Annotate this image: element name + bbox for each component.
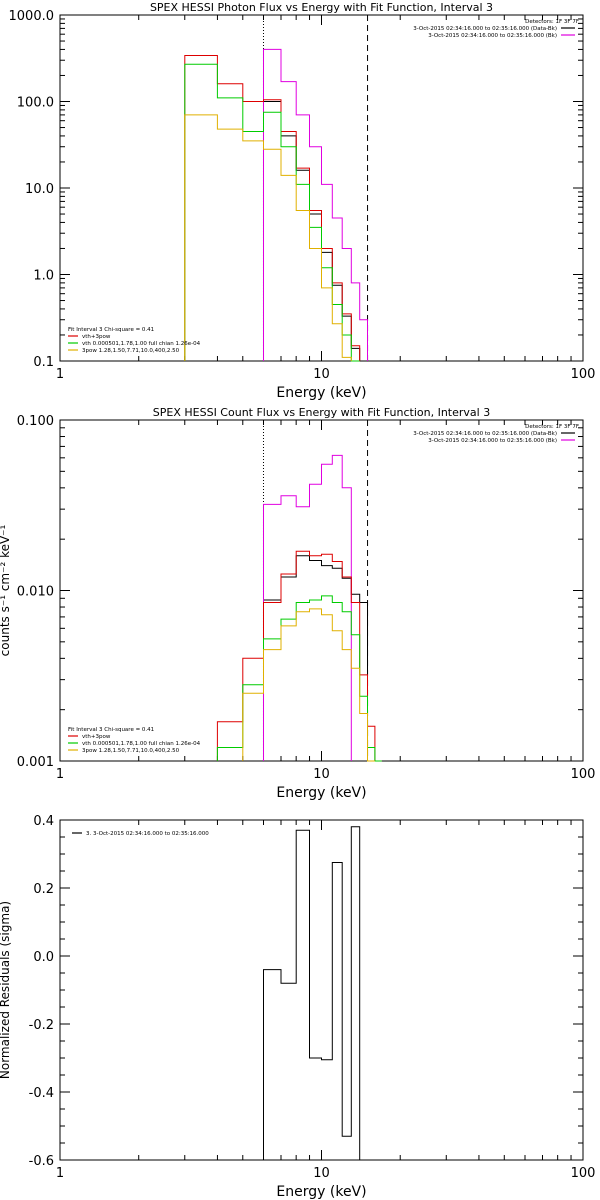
legend-detectors-header: Detectors: 1F 3F 7F bbox=[525, 19, 579, 25]
x-axis-label: Energy (keV) bbox=[276, 785, 366, 801]
legend-fit-header: Fit Interval 3 Chi-square = 0.41 bbox=[68, 727, 154, 733]
plot-frame bbox=[59, 14, 584, 362]
y-tick-label: -0.2 bbox=[29, 1018, 54, 1033]
panel-2: 1 10 100 0.001 0.010 0.100 SPEX HESSI Count Fl… bbox=[0, 406, 595, 801]
legend-entry-label: 3. 3-Oct-2015 02:34:16.000 to 02:35:16.0… bbox=[86, 831, 209, 837]
series-bk-line bbox=[263, 48, 368, 361]
legend-entry-label: 3pow 1.28,1.50,7.71,10.0,400,2.50 bbox=[82, 748, 180, 754]
legend-entry-label: vth+3pow bbox=[82, 734, 111, 740]
series-3pow-line bbox=[184, 114, 352, 361]
y-tick-label: 0.4 bbox=[33, 814, 54, 829]
legend-entry-label: 3-Oct-2015 02:34:16.000 to 02:35:16.000 … bbox=[428, 33, 557, 39]
y-tick-label: 1.0 bbox=[33, 269, 54, 284]
x-tick-label: 1 bbox=[56, 367, 64, 382]
x-tick-label: 1 bbox=[56, 1166, 64, 1181]
y-tick-label: 0.2 bbox=[33, 882, 54, 897]
series-vth-line bbox=[184, 63, 360, 362]
x-axis-label: Energy (keV) bbox=[276, 385, 366, 401]
plot-frame bbox=[59, 819, 584, 1161]
y-tick-label: 100.0 bbox=[17, 96, 54, 111]
legend-fit-header: Fit Interval 3 Chi-square = 0.41 bbox=[68, 327, 154, 333]
panel-1: 1 10 100 0.1 1.0 10.0 100.0 1000.0 SPEX HESSI Ph… bbox=[9, 1, 596, 401]
series-vth-3pow-line bbox=[184, 55, 361, 361]
series-vth-line bbox=[216, 595, 382, 762]
chart-title: SPEX HESSI Count Flux vs Energy with Fit… bbox=[153, 406, 490, 419]
x-tick-label: 100 bbox=[571, 367, 596, 382]
series-bk-line bbox=[263, 454, 352, 761]
y-axis-label: Normalized Residuals (sigma) bbox=[0, 901, 12, 1079]
legend-entry-label: vth+3pow bbox=[82, 334, 111, 340]
x-tick-label: 100 bbox=[571, 767, 596, 782]
y-tick-label: 0.001 bbox=[17, 755, 54, 770]
y-tick-label: 1000.0 bbox=[9, 9, 55, 24]
legend-detectors-header: Detectors: 1F 3F 7F bbox=[525, 424, 579, 430]
legend-entry-label: vth 0.000501,1.78,1.00 full chian 1.26e-… bbox=[82, 341, 201, 347]
x-tick-label: 1 bbox=[56, 767, 64, 782]
x-tick-label: 10 bbox=[313, 1166, 330, 1181]
x-tick-label: 10 bbox=[313, 367, 330, 382]
y-tick-label: -0.6 bbox=[29, 1154, 54, 1169]
y-tick-label: 0.010 bbox=[17, 585, 54, 600]
panel-3: 1 10 100 -0.6 -0.4 -0.2 0.0 0.2 0.4 Energy (keV) N… bbox=[0, 814, 595, 1200]
y-tick-label: 0.100 bbox=[17, 414, 54, 429]
series-vth-3pow-line bbox=[216, 550, 382, 762]
y-axis-label: counts s⁻¹ cm⁻² keV⁻¹ bbox=[0, 524, 12, 656]
series-residuals-line bbox=[263, 826, 361, 1160]
legend-entry-label: 3pow 1.28,1.50,7.71,10.0,400,2.50 bbox=[82, 348, 180, 354]
y-tick-label: 0.1 bbox=[33, 355, 54, 370]
y-tick-label: 10.0 bbox=[25, 182, 54, 197]
x-tick-label: 100 bbox=[571, 1166, 596, 1181]
legend-entry-label: 3-Oct-2015 02:34:16.000 to 02:35:16.000 … bbox=[413, 26, 557, 32]
legend-entry-label: 3-Oct-2015 02:34:16.000 to 02:35:16.000 … bbox=[413, 431, 557, 437]
chart-title: SPEX HESSI Photon Flux vs Energy with Fi… bbox=[150, 1, 493, 14]
series-data-bk-line bbox=[263, 555, 368, 761]
x-axis-label: Energy (keV) bbox=[276, 1184, 366, 1200]
series-data-bk-line bbox=[263, 101, 361, 361]
x-tick-label: 10 bbox=[313, 767, 330, 782]
legend-entry-label: vth 0.000501,1.78,1.00 full chian 1.26e-… bbox=[82, 741, 201, 747]
y-tick-label: -0.4 bbox=[29, 1086, 54, 1101]
legend-entry-label: 3-Oct-2015 02:34:16.000 to 02:35:16.000 … bbox=[428, 438, 557, 444]
series-3pow-line bbox=[242, 608, 375, 762]
y-tick-label: 0.0 bbox=[33, 950, 54, 965]
